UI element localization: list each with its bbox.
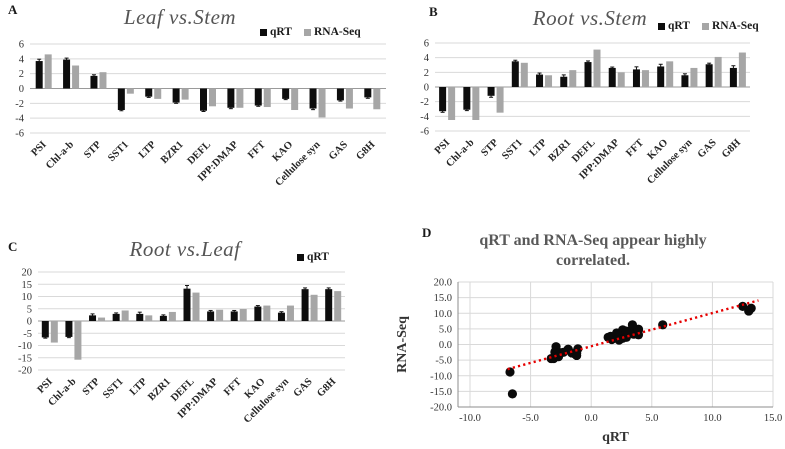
svg-text:STP: STP bbox=[81, 376, 103, 398]
svg-text:SST1: SST1 bbox=[101, 376, 126, 401]
legend-item-rnaseq: RNA-Seq bbox=[701, 20, 759, 32]
svg-text:PSI: PSI bbox=[29, 139, 48, 158]
svg-text:-4: -4 bbox=[15, 114, 24, 125]
scatter-plot-qrt-vs-rnaseq: 20.0 15.0 10.0 5.0 0.0 -5.0 -10.0 -15.0 -20.0 -10… bbox=[395, 278, 782, 446]
svg-text:PSI: PSI bbox=[36, 376, 55, 395]
svg-text:4: 4 bbox=[424, 53, 430, 64]
svg-text:FFT: FFT bbox=[222, 376, 244, 398]
svg-text:-6: -6 bbox=[420, 127, 429, 138]
panel-c-root-vs-leaf: 20 15 10 5 0 -5 -10 -15 -20 PSI Chl-a-b STP SST1 LTP B… bbox=[0, 215, 390, 449]
chart-title-root-vs-leaf: Root vs.Leaf bbox=[129, 237, 241, 261]
svg-text:GAS: GAS bbox=[292, 376, 315, 399]
svg-text:0.0: 0.0 bbox=[585, 413, 598, 424]
svg-text:BZR1: BZR1 bbox=[146, 376, 173, 403]
svg-text:G8H: G8H bbox=[315, 376, 338, 399]
legend-label-qrt: qRT bbox=[668, 20, 690, 32]
svg-text:0.0: 0.0 bbox=[439, 340, 452, 351]
svg-text:-2: -2 bbox=[15, 99, 24, 110]
rnaseq-swatch-icon bbox=[303, 28, 311, 36]
qrt-swatch-icon bbox=[658, 22, 665, 30]
legend-label-qrt: qRT bbox=[270, 26, 292, 38]
svg-text:5: 5 bbox=[27, 304, 32, 315]
svg-text:Chl-a-b: Chl-a-b bbox=[44, 139, 76, 171]
svg-text:qRT: qRT bbox=[602, 430, 629, 445]
qrt-swatch-icon bbox=[260, 28, 267, 36]
panel-label-d: D bbox=[422, 225, 432, 240]
svg-text:STP: STP bbox=[82, 139, 104, 161]
svg-text:-10.0: -10.0 bbox=[430, 371, 452, 382]
svg-text:-20: -20 bbox=[18, 366, 32, 377]
svg-text:GAS: GAS bbox=[327, 139, 350, 162]
legend-label-qrt: qRT bbox=[307, 251, 329, 263]
svg-text:-4: -4 bbox=[420, 112, 429, 123]
svg-text:GAS: GAS bbox=[696, 137, 719, 160]
svg-text:6: 6 bbox=[424, 39, 429, 50]
legend-c: qRT bbox=[297, 251, 329, 263]
svg-text:PSI: PSI bbox=[433, 137, 452, 156]
svg-text:SST1: SST1 bbox=[500, 137, 525, 162]
svg-text:-5.0: -5.0 bbox=[435, 356, 452, 367]
svg-text:BZR1: BZR1 bbox=[547, 137, 574, 164]
panel-label-a: A bbox=[8, 2, 18, 17]
svg-text:RNA-Seq: RNA-Seq bbox=[395, 316, 410, 373]
svg-text:-10: -10 bbox=[18, 341, 32, 352]
svg-text:STP: STP bbox=[479, 137, 501, 159]
svg-text:SST1: SST1 bbox=[106, 139, 131, 164]
svg-text:10.0: 10.0 bbox=[434, 309, 452, 320]
svg-text:15.0: 15.0 bbox=[764, 413, 782, 424]
svg-text:-15: -15 bbox=[18, 353, 32, 364]
svg-text:-5: -5 bbox=[23, 329, 32, 340]
qrt-swatch-icon bbox=[297, 253, 304, 261]
legend-item-rnaseq: RNA-Seq bbox=[303, 26, 361, 38]
legend-item-qrt: qRT bbox=[297, 251, 329, 263]
svg-text:G8H: G8H bbox=[354, 139, 377, 162]
panel-d-correlation-scatter: 20.0 15.0 10.0 5.0 0.0 -5.0 -10.0 -15.0 -20.0 -10… bbox=[390, 215, 785, 449]
svg-text:-10.0: -10.0 bbox=[459, 413, 481, 424]
svg-text:LTP: LTP bbox=[137, 139, 159, 161]
rnaseq-swatch-icon bbox=[701, 22, 709, 30]
svg-text:0: 0 bbox=[27, 317, 32, 328]
svg-text:G8H: G8H bbox=[720, 137, 743, 160]
svg-text:2: 2 bbox=[424, 68, 429, 79]
legend-item-qrt: qRT bbox=[260, 26, 292, 38]
svg-text:15.0: 15.0 bbox=[434, 293, 452, 304]
panel-label-c: C bbox=[8, 239, 18, 254]
svg-text:5.0: 5.0 bbox=[645, 413, 658, 424]
svg-text:10.0: 10.0 bbox=[703, 413, 721, 424]
svg-text:15: 15 bbox=[22, 280, 33, 291]
legend-label-rnaseq: RNA-Seq bbox=[313, 26, 361, 38]
chart-title-correlation: qRT and RNA-Seq appear highly correlated… bbox=[479, 232, 707, 269]
svg-text:5.0: 5.0 bbox=[439, 324, 452, 335]
svg-text:2: 2 bbox=[19, 69, 24, 80]
svg-text:BZR1: BZR1 bbox=[159, 139, 186, 166]
svg-text:KAO: KAO bbox=[271, 139, 296, 164]
svg-text:-5.0: -5.0 bbox=[522, 413, 539, 424]
svg-text:0: 0 bbox=[19, 84, 24, 95]
svg-text:20.0: 20.0 bbox=[434, 278, 452, 289]
svg-text:-15.0: -15.0 bbox=[430, 387, 452, 398]
panel-a-leaf-vs-stem: 6 4 2 0 -2 -4 -6 PSI Chl-a-b STP SST1 LTP BZR1 DEFL IP… bbox=[0, 0, 390, 210]
legend-item-qrt: qRT bbox=[658, 20, 690, 32]
chart-title-root-vs-stem: Root vs.Stem bbox=[532, 6, 648, 30]
svg-text:4: 4 bbox=[19, 54, 25, 65]
svg-text:FFT: FFT bbox=[246, 139, 268, 161]
legend-a: qRT RNA-Seq bbox=[260, 26, 361, 38]
legend-b: qRT RNA-Seq bbox=[658, 20, 759, 32]
panel-b-root-vs-stem: 6 4 2 0 -2 -4 -6 PSI Chl-a-b STP SST1 LTP BZR1 DEFL IP… bbox=[390, 0, 785, 210]
legend-label-rnaseq: RNA-Seq bbox=[711, 20, 759, 32]
svg-text:0: 0 bbox=[424, 83, 429, 94]
svg-text:-2: -2 bbox=[420, 97, 429, 108]
svg-text:6: 6 bbox=[19, 40, 24, 51]
svg-text:-6: -6 bbox=[15, 129, 24, 140]
svg-text:FFT: FFT bbox=[624, 137, 646, 159]
svg-text:-20.0: -20.0 bbox=[430, 403, 452, 414]
chart-title-leaf-vs-stem: Leaf vs.Stem bbox=[123, 5, 237, 29]
svg-text:10: 10 bbox=[22, 292, 33, 303]
svg-text:20: 20 bbox=[22, 268, 33, 279]
panel-label-b: B bbox=[429, 4, 438, 19]
